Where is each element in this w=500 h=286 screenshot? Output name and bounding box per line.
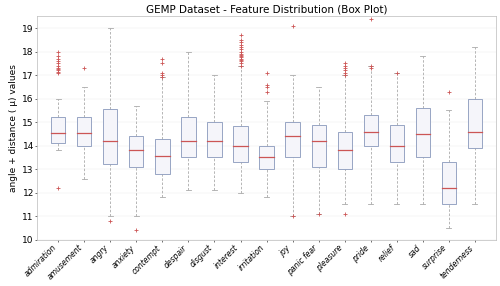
Bar bbox=[364, 115, 378, 146]
Bar bbox=[155, 139, 170, 174]
Bar bbox=[51, 118, 66, 143]
Bar bbox=[338, 132, 352, 169]
Title: GEMP Dataset - Feature Distribution (Box Plot): GEMP Dataset - Feature Distribution (Box… bbox=[146, 4, 388, 14]
Bar bbox=[129, 136, 144, 167]
Bar bbox=[442, 162, 456, 204]
Bar bbox=[77, 118, 92, 146]
Bar bbox=[103, 109, 118, 164]
Bar bbox=[468, 99, 482, 148]
Bar bbox=[234, 126, 247, 162]
Bar bbox=[312, 124, 326, 167]
Bar bbox=[260, 146, 274, 169]
Bar bbox=[416, 108, 430, 157]
Bar bbox=[390, 124, 404, 162]
Bar bbox=[181, 118, 196, 157]
Bar bbox=[286, 122, 300, 157]
Bar bbox=[208, 122, 222, 157]
Y-axis label: angle + distance ( μ) values: angle + distance ( μ) values bbox=[9, 64, 18, 192]
